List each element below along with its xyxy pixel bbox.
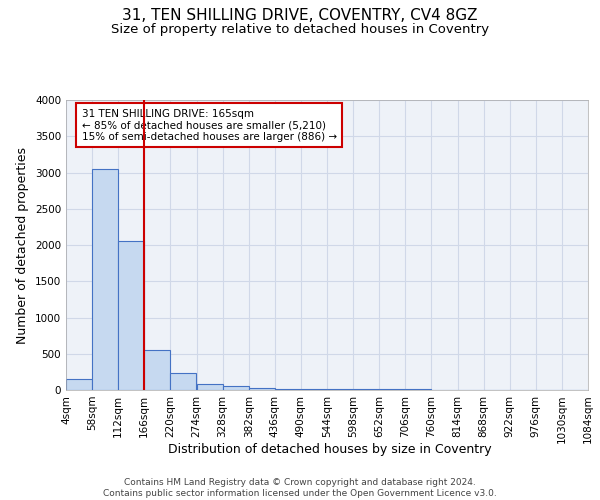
Text: Size of property relative to detached houses in Coventry: Size of property relative to detached ho…: [111, 22, 489, 36]
Bar: [66, 379, 92, 390]
Text: 31 TEN SHILLING DRIVE: 165sqm
← 85% of detached houses are smaller (5,210)
15% o: 31 TEN SHILLING DRIVE: 165sqm ← 85% of d…: [82, 108, 337, 142]
Text: Distribution of detached houses by size in Coventry: Distribution of detached houses by size …: [168, 442, 492, 456]
Bar: [275, 388, 301, 390]
Bar: [223, 386, 249, 390]
Bar: [118, 242, 144, 390]
Bar: [145, 350, 170, 390]
Bar: [170, 374, 196, 390]
Bar: [197, 384, 223, 390]
Bar: [249, 388, 275, 390]
Bar: [301, 389, 327, 390]
Text: 31, TEN SHILLING DRIVE, COVENTRY, CV4 8GZ: 31, TEN SHILLING DRIVE, COVENTRY, CV4 8G…: [122, 8, 478, 22]
Text: Contains HM Land Registry data © Crown copyright and database right 2024.
Contai: Contains HM Land Registry data © Crown c…: [103, 478, 497, 498]
Y-axis label: Number of detached properties: Number of detached properties: [16, 146, 29, 344]
Bar: [92, 169, 118, 390]
